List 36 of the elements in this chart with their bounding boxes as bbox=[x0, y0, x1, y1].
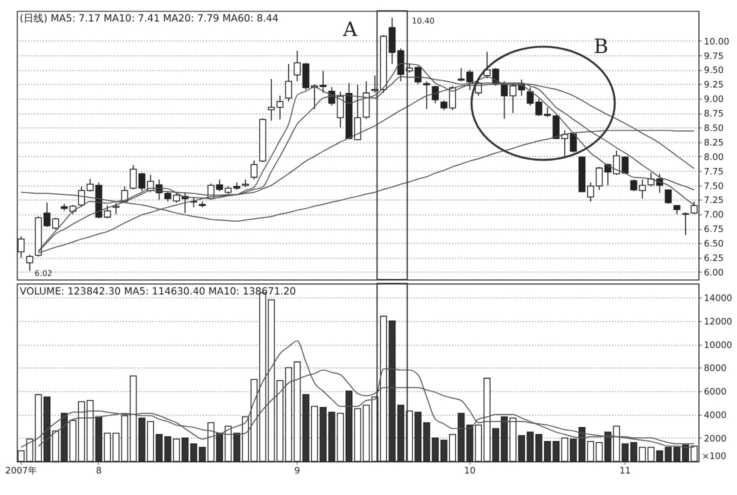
annotation: B bbox=[594, 34, 608, 58]
y-tick-label: 12000 bbox=[704, 317, 732, 328]
y-tick-label: 7.75 bbox=[704, 167, 724, 178]
y-tick-label: 9.25 bbox=[704, 80, 724, 91]
y-tick-label: 10000 bbox=[704, 340, 732, 351]
y-tick-label: 2000 bbox=[704, 434, 727, 444]
y-tick-label: 9.75 bbox=[704, 52, 724, 62]
y-tick-label: 14000 bbox=[704, 294, 732, 304]
annotation: 10.40 bbox=[412, 16, 434, 26]
y-tick-label: 8.25 bbox=[704, 138, 724, 148]
annotation: 6.02 bbox=[34, 268, 52, 278]
x-tick-label: 9 bbox=[294, 466, 300, 477]
y-tick-label: 9.00 bbox=[704, 95, 724, 106]
x-tick-label: 11 bbox=[619, 466, 631, 477]
annotation: (日线) MA5: 7.17 MA10: 7.41 MA20: 7.79 MA60: 8.44 bbox=[20, 12, 279, 25]
y-tick-label: 7.50 bbox=[704, 182, 724, 192]
x-tick-label: 2007年 bbox=[5, 466, 37, 477]
x-tick-label: 10 bbox=[464, 466, 476, 477]
y-tick-label: 6.50 bbox=[704, 240, 724, 250]
y-tick-label: 6.75 bbox=[704, 225, 724, 236]
y-tick-label: 8.50 bbox=[704, 124, 724, 134]
y-tick-label: 7.00 bbox=[704, 210, 724, 221]
y-tick-label: 10.00 bbox=[704, 37, 730, 48]
annotation: VOLUME: 123842.30 MA5: 114630.40 MA10: 138671.20 bbox=[20, 286, 296, 298]
y-tick-label: 9.50 bbox=[704, 66, 724, 76]
x-tick-label: 8 bbox=[96, 466, 102, 477]
y-tick-label: 8.00 bbox=[704, 152, 724, 163]
y-tick-label: 8.75 bbox=[704, 110, 724, 120]
y-tick-label: 4000 bbox=[704, 410, 727, 421]
y-tick-label: 6.25 bbox=[704, 254, 724, 264]
annotation: A bbox=[342, 18, 358, 42]
y-tick-label: 7.25 bbox=[704, 196, 724, 206]
y-axis-title: ×100 bbox=[702, 452, 727, 462]
y-tick-label: 8000 bbox=[704, 364, 727, 374]
y-tick-label: 6000 bbox=[704, 388, 727, 398]
y-tick-label: 6.00 bbox=[704, 268, 724, 278]
